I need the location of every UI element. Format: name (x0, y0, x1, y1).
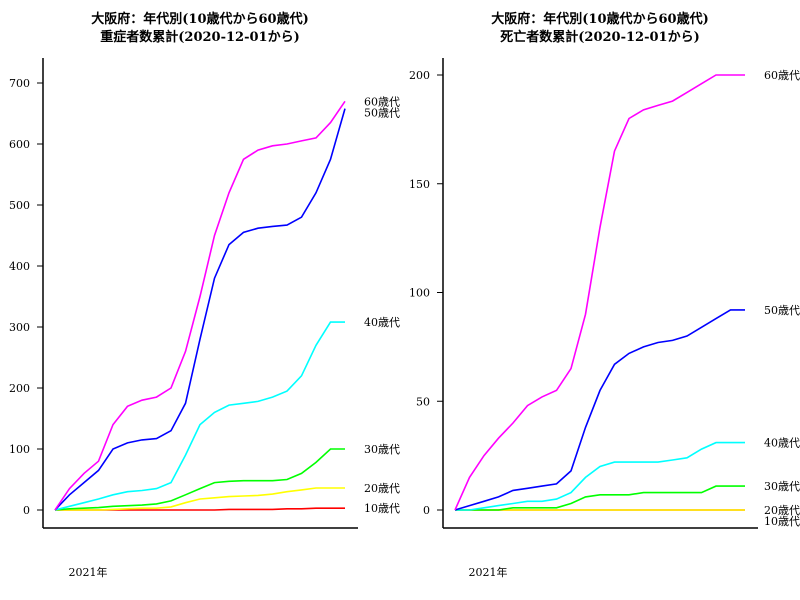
chart-panel-severe: 大阪府：年代別(10歳代から60歳代) 重症者数累計(2020-12-01から)… (9, 11, 400, 579)
series-end-label: 40歳代 (764, 437, 800, 450)
chart-panel-deaths: 大阪府：年代別(10歳代から60歳代) 死亡者数累計(2020-12-01から)… (409, 11, 800, 579)
series-end-label: 40歳代 (364, 316, 400, 329)
y-tick-label: 700 (9, 77, 30, 90)
series-end-label: 30歳代 (764, 480, 800, 493)
series-line-50歳代 (454, 309, 745, 511)
chart-subtitle: 死亡者数累計(2020-12-01から) (500, 29, 699, 45)
series-line-40歳代 (54, 321, 345, 511)
series-end-label: 10歳代 (764, 515, 800, 528)
series-line-60歳代 (54, 100, 346, 511)
series-end-label: 10歳代 (364, 502, 400, 515)
y-tick-label: 300 (9, 321, 30, 334)
y-tick-label: 0 (23, 504, 30, 517)
series-end-label: 30歳代 (364, 443, 400, 456)
series-end-label: 50歳代 (364, 106, 400, 119)
y-tick-label: 50 (416, 395, 430, 408)
y-tick-label: 600 (9, 138, 30, 151)
y-tick-label: 100 (9, 443, 30, 456)
series-line-30歳代 (455, 485, 745, 511)
x-axis-label: 2021年 (469, 565, 508, 579)
y-tick-label: 200 (9, 382, 30, 395)
y-tick-label: 150 (409, 178, 430, 191)
series-line-30歳代 (54, 448, 345, 511)
y-tick-label: 200 (409, 69, 430, 82)
series-end-label: 60歳代 (364, 95, 400, 108)
y-tick-label: 100 (409, 287, 430, 300)
y-tick-label: 400 (9, 260, 30, 273)
series-end-label: 20歳代 (764, 504, 800, 517)
chart-title: 大阪府：年代別(10歳代から60歳代) (491, 11, 708, 27)
series-line-20歳代 (55, 487, 345, 511)
series-lines (454, 74, 745, 511)
series-line-40歳代 (455, 441, 745, 511)
x-axis-label: 2021年 (69, 565, 108, 579)
y-ticks: 0 50 100 150 200 (409, 69, 443, 517)
y-ticks: 0 100 200 300 400 500 600 700 (9, 77, 43, 517)
series-line-50歳代 (54, 108, 346, 511)
chart-title: 大阪府：年代別(10歳代から60歳代) (91, 11, 308, 27)
series-line-60歳代 (454, 74, 745, 511)
y-tick-label: 0 (423, 504, 430, 517)
chart-subtitle: 重症者数累計(2020-12-01から) (100, 29, 299, 45)
series-end-label: 60歳代 (764, 69, 800, 82)
series-end-label: 50歳代 (764, 304, 800, 317)
y-tick-label: 500 (9, 199, 30, 212)
series-end-label: 20歳代 (364, 482, 400, 495)
series-lines (54, 100, 346, 511)
